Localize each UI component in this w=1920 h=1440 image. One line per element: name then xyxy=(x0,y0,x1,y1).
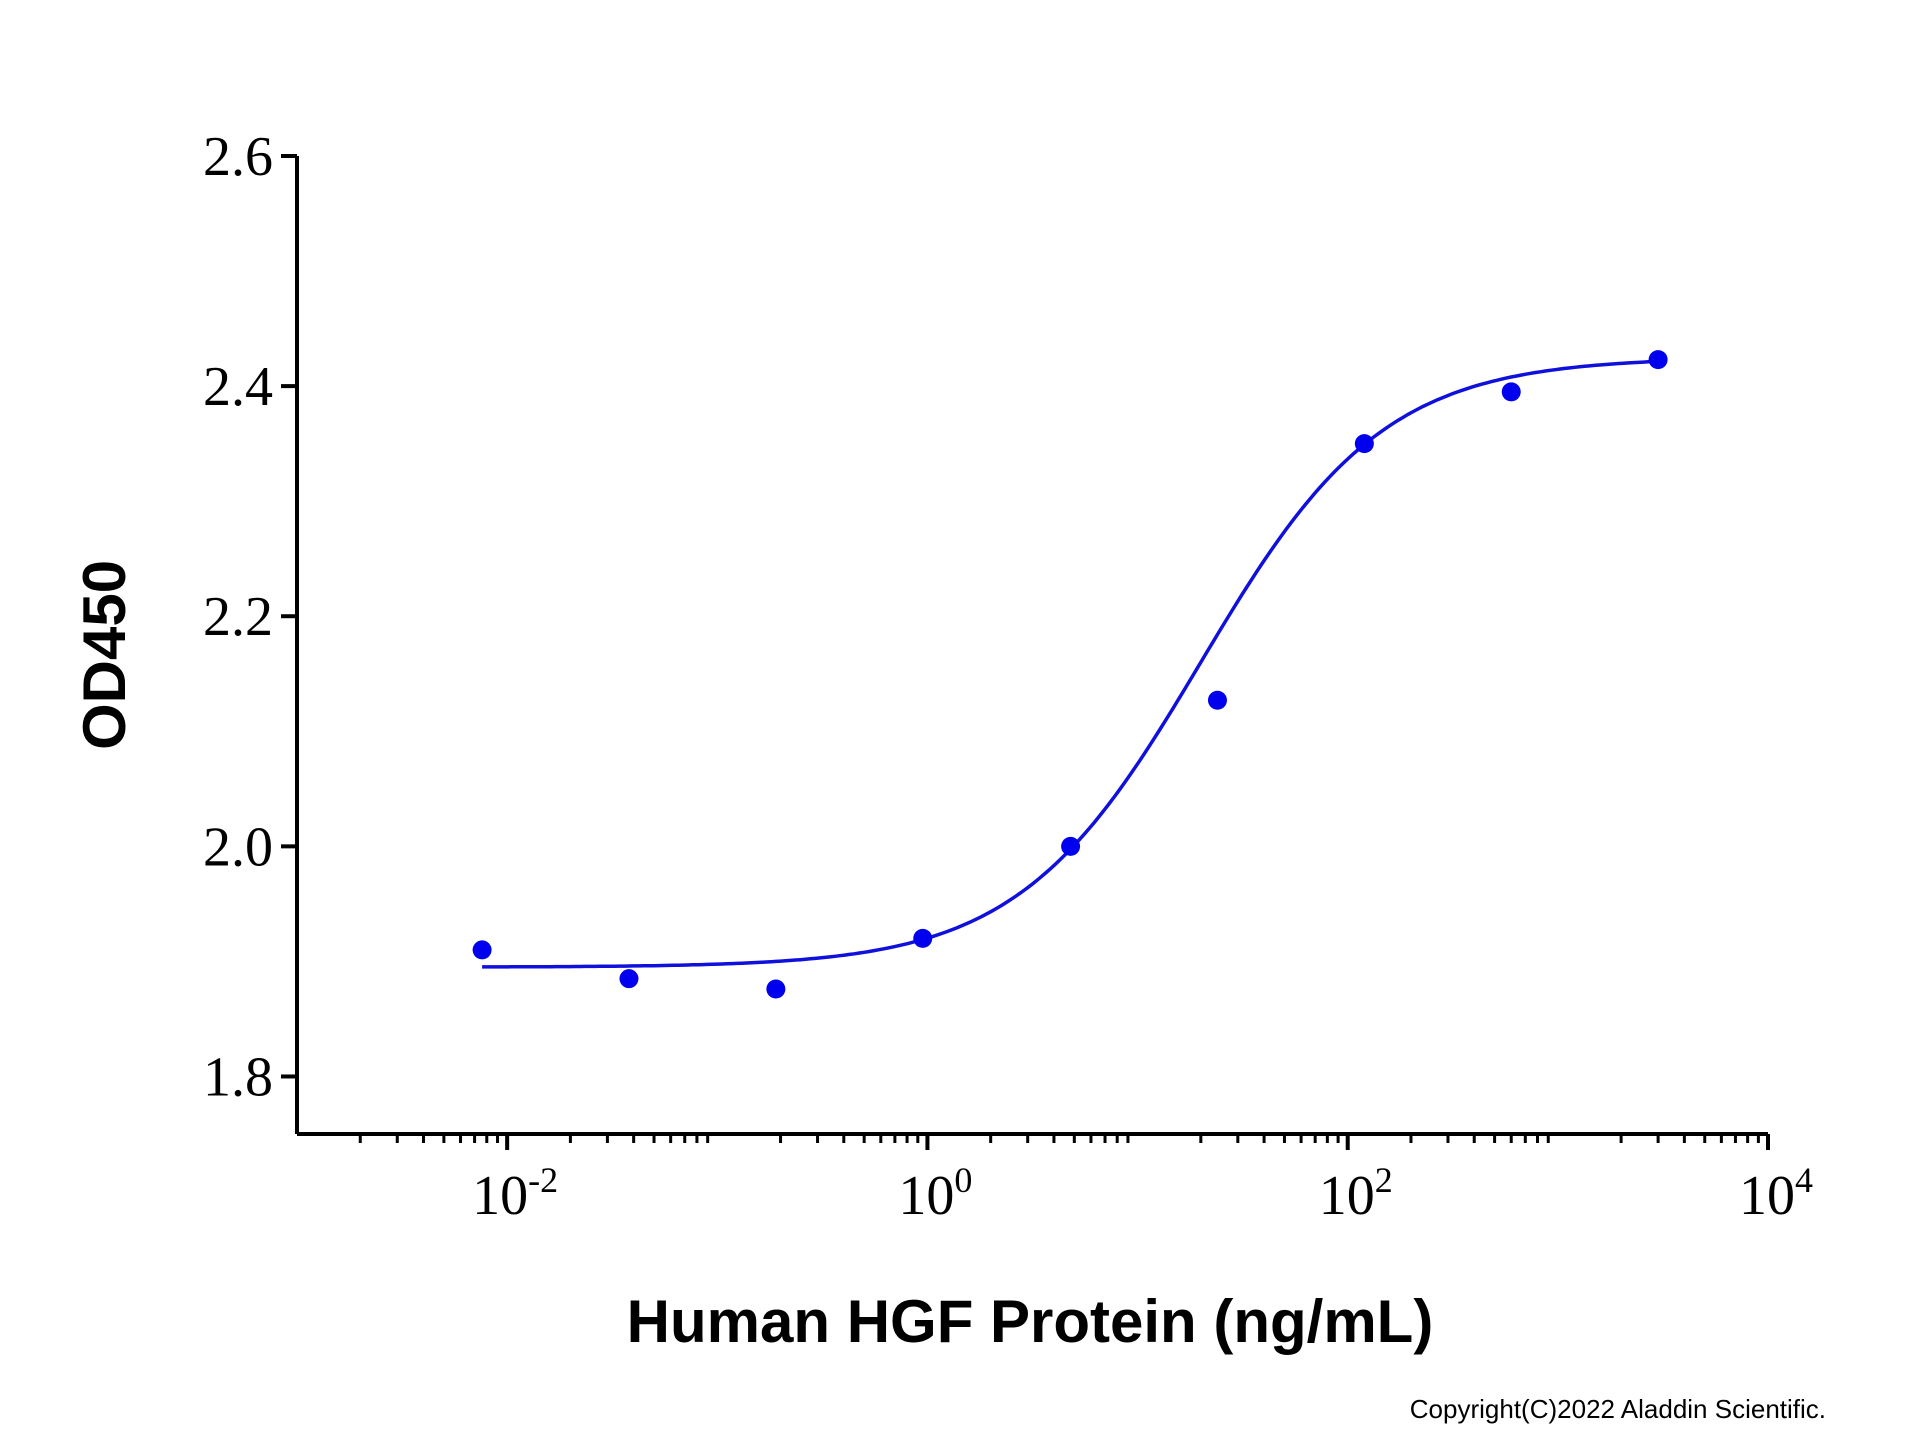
x-tick-label: 100 xyxy=(898,1160,972,1227)
x-axis-title: Human HGF Protein (ng/mL) xyxy=(627,1288,1434,1355)
data-point xyxy=(766,979,786,999)
y-tick-label: 2.4 xyxy=(203,356,273,418)
fit-curve-layer xyxy=(482,359,1659,969)
x-tick-label: 10-2 xyxy=(472,1160,558,1227)
data-point xyxy=(1354,434,1374,454)
data-point xyxy=(472,940,492,960)
fit-curve xyxy=(482,359,1659,969)
axes: 1.8 2.0 2.2 2.4 2.6 10-2 100 102 104 xyxy=(203,126,1813,1227)
data-point xyxy=(1648,350,1668,370)
copyright-notice: Copyright(C)2022 Aladdin Scientific. xyxy=(1410,1394,1826,1424)
data-point xyxy=(1061,836,1081,856)
x-tick-label: 104 xyxy=(1739,1160,1813,1227)
data-point xyxy=(1501,382,1521,402)
data-point xyxy=(619,969,639,989)
x-tick-label: 102 xyxy=(1319,1160,1393,1227)
data-point xyxy=(1207,690,1227,710)
data-points-layer xyxy=(472,350,1668,999)
y-tick-label: 2.6 xyxy=(203,126,273,188)
data-point xyxy=(913,928,933,948)
y-tick-label: 2.0 xyxy=(203,816,273,878)
y-tick-label: 2.2 xyxy=(203,586,273,648)
y-tick-label: 1.8 xyxy=(203,1046,273,1108)
y-axis-title: OD450 xyxy=(71,560,138,750)
